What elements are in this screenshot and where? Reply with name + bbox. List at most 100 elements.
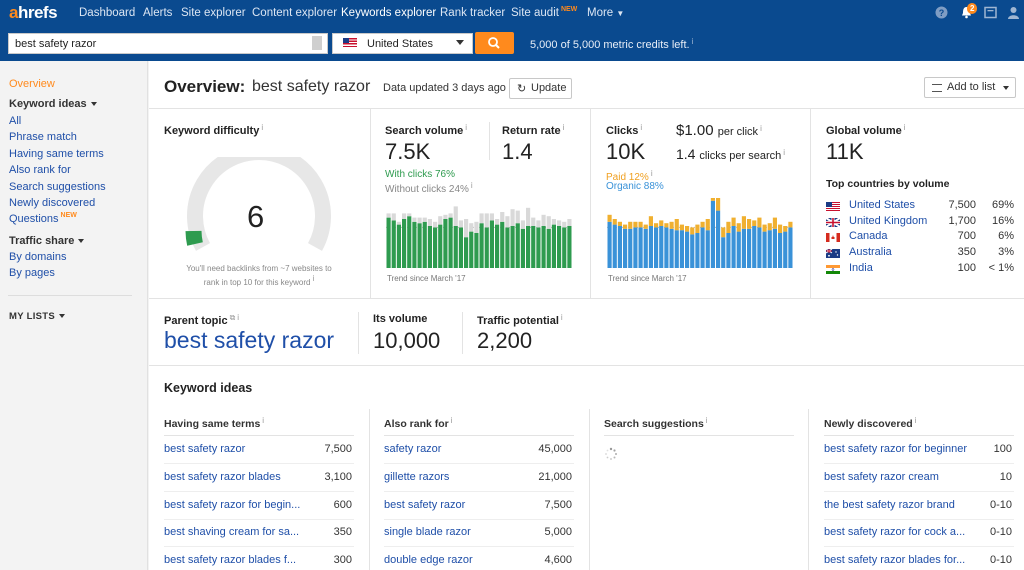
- chart-bar-paid: [664, 223, 669, 228]
- keyword-link[interactable]: best safety razor blades f...: [164, 554, 297, 567]
- chart-bar-paid: [628, 221, 633, 229]
- keyword-link[interactable]: best shaving cream for sa...: [164, 526, 300, 539]
- chart-bar-organic: [654, 227, 659, 268]
- chart-bar-with-clicks: [495, 224, 500, 268]
- info-icon: i: [261, 123, 264, 132]
- traffic-potential-value: 2,200: [477, 328, 533, 353]
- nav-dashboard[interactable]: Dashboard: [79, 7, 136, 19]
- chart-bar-without-clicks: [531, 217, 536, 226]
- country-link[interactable]: India: [849, 261, 873, 274]
- help-icon[interactable]: ?: [934, 6, 948, 20]
- sidebar-item-having-same-terms[interactable]: Having same terms: [9, 148, 104, 160]
- keyword-link[interactable]: single blade razor: [384, 526, 471, 539]
- nav-site-explorer[interactable]: Site explorer: [181, 7, 246, 19]
- keyword-link[interactable]: best safety razor cream: [824, 470, 939, 483]
- sidebar-item-by-pages[interactable]: By pages: [9, 267, 55, 279]
- sidebar-item-also-rank-for[interactable]: Also rank for: [9, 164, 71, 176]
- chart-bar-without-clicks: [443, 214, 448, 219]
- search-volume-label-text: Search volume: [385, 125, 464, 137]
- user-icon[interactable]: [1006, 6, 1020, 20]
- chart-bar-paid: [731, 217, 736, 226]
- chart-bar-organic: [788, 227, 793, 268]
- column-head[interactable]: Newly discovered i: [824, 416, 917, 430]
- country-link[interactable]: Canada: [849, 230, 888, 243]
- copy-icon[interactable]: [312, 36, 322, 50]
- without-clicks-label: Without clicks 24%: [385, 184, 469, 195]
- country-select[interactable]: United States: [332, 33, 473, 54]
- chart-bar-organic: [783, 231, 788, 268]
- nav-rank-tracker[interactable]: Rank tracker: [440, 7, 506, 19]
- column-head[interactable]: Having same terms i: [164, 416, 264, 430]
- keyword-link[interactable]: the best safety razor brand: [824, 498, 955, 511]
- chart-bar-with-clicks: [489, 220, 494, 268]
- keyword-link[interactable]: gillette razors: [384, 470, 450, 483]
- chart-bar-with-clicks: [567, 226, 572, 268]
- chart-bar-with-clicks: [551, 224, 556, 268]
- search-button[interactable]: [475, 32, 514, 54]
- divider: [149, 298, 1024, 299]
- country-share: 6%: [998, 230, 1014, 243]
- chart-bar-without-clicks: [396, 221, 401, 225]
- keyword-link[interactable]: best safety razor for cock a...: [824, 526, 966, 539]
- info-icon: i: [650, 169, 653, 178]
- keyword-link[interactable]: best safety razor blades for...: [824, 554, 966, 567]
- chart-bar-organic: [721, 237, 726, 268]
- credits-info: 5,000 of 5,000 metric credits left. i: [530, 37, 693, 51]
- keyword-search-input[interactable]: best safety razor: [8, 33, 328, 54]
- chart-bar-with-clicks: [500, 221, 505, 268]
- keyword-link[interactable]: safety razor: [384, 443, 442, 455]
- sidebar-traffic-share[interactable]: Traffic share: [9, 235, 85, 247]
- traffic-potential-label-text: Traffic potential: [477, 315, 559, 327]
- sidebar-item-search-suggestions[interactable]: Search suggestions: [9, 181, 106, 193]
- sidebar-item-newly-discovered[interactable]: Newly discovered: [9, 197, 96, 209]
- nav-keywords-explorer[interactable]: Keywords explorer: [341, 7, 437, 19]
- my-lists[interactable]: MY LISTS: [9, 311, 66, 322]
- keyword-link[interactable]: best safety razor blades: [164, 470, 281, 483]
- update-button[interactable]: ↻ Update: [509, 78, 572, 99]
- chart-bar-without-clicks: [427, 219, 432, 226]
- sidebar-item-by-domains[interactable]: By domains: [9, 251, 67, 263]
- chart-bar-organic: [716, 210, 721, 268]
- sidebar-item-questions[interactable]: Questions NEW: [9, 212, 77, 225]
- column-head[interactable]: Also rank for i: [384, 416, 453, 430]
- country-link[interactable]: Australia: [849, 246, 892, 259]
- chart-bar-paid: [623, 224, 628, 229]
- chart-bar-organic: [726, 233, 731, 268]
- chart-bar-paid: [643, 224, 648, 229]
- divider: [384, 518, 574, 520]
- keyword-link[interactable]: best safety razor: [384, 498, 466, 511]
- chart-bar-organic: [679, 230, 684, 268]
- ahrefs-logo[interactable]: ahrefs: [9, 3, 58, 22]
- cpc-value: $1.00: [676, 122, 714, 139]
- nav-content-explorer[interactable]: Content explorer: [252, 7, 338, 19]
- chart-bar-organic: [695, 233, 700, 268]
- add-to-list-button[interactable]: Add to list: [924, 77, 1016, 98]
- keyword-link[interactable]: double edge razor: [384, 554, 473, 567]
- chart-bar-without-clicks: [505, 216, 510, 228]
- update-button-label: Update: [531, 82, 567, 94]
- list-icon: [932, 84, 942, 92]
- chat-icon[interactable]: [983, 6, 997, 20]
- sidebar-item-all[interactable]: All: [9, 115, 22, 127]
- keyword-link[interactable]: best safety razor: [164, 443, 246, 455]
- nav-more-label: More: [587, 7, 614, 19]
- country-link[interactable]: United Kingdom: [849, 214, 928, 227]
- sidebar-item-overview[interactable]: Overview: [9, 78, 55, 90]
- kd-value: 6: [247, 199, 265, 234]
- sidebar-item-phrase-match[interactable]: Phrase match: [9, 131, 77, 143]
- nav-alerts[interactable]: Alerts: [143, 7, 173, 19]
- column-head[interactable]: Search suggestions i: [604, 416, 708, 430]
- country-volume: 700: [957, 230, 976, 243]
- country-link[interactable]: United States: [849, 199, 916, 211]
- chart-bar-without-clicks: [448, 213, 453, 218]
- nav-more[interactable]: More ▼: [587, 7, 624, 19]
- chart-bar-with-clicks: [520, 228, 525, 268]
- chart-bar-paid: [612, 219, 617, 225]
- keyword-link[interactable]: best safety razor for begin...: [164, 498, 301, 511]
- parent-topic-link[interactable]: best safety razor: [164, 327, 335, 353]
- chart-bar-paid: [654, 223, 659, 228]
- nav-site-audit[interactable]: Site audit NEW: [511, 6, 577, 19]
- keyword-link[interactable]: best safety razor for beginner: [824, 443, 968, 455]
- sidebar-keyword-ideas[interactable]: Keyword ideas: [9, 98, 97, 110]
- keyword-volume: 21,000: [538, 470, 572, 483]
